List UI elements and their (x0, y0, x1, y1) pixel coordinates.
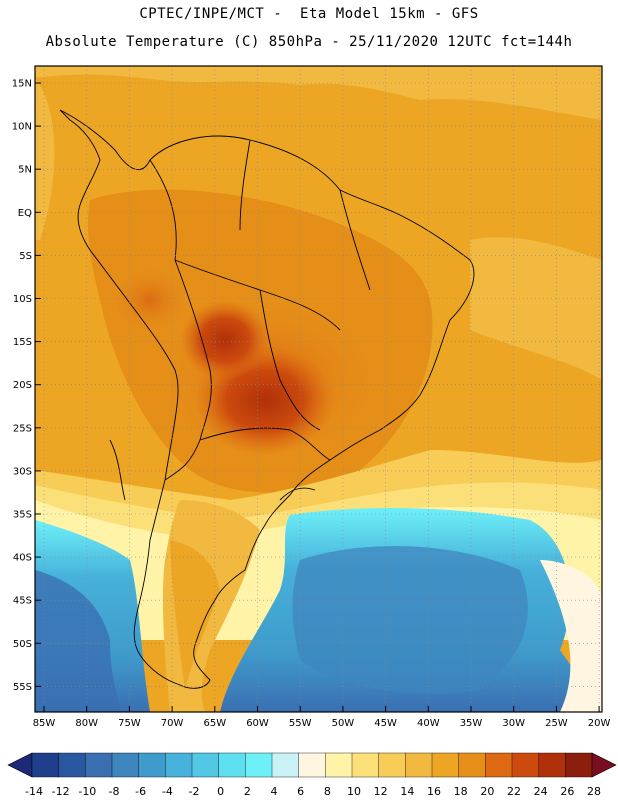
colorbar-swatch (298, 752, 326, 778)
colorbar-label: 0 (217, 785, 224, 798)
colorbar-label: 8 (324, 785, 331, 798)
colorbar-swatch (85, 752, 113, 778)
colorbar-label: -4 (162, 785, 173, 798)
lat-label: 55S (13, 682, 32, 693)
colorbar-swatch (511, 752, 540, 778)
colorbar-swatch (538, 752, 566, 778)
lon-label: 55W (289, 718, 312, 729)
lon-label: 35W (460, 718, 483, 729)
lon-label: 70W (161, 718, 184, 729)
graticule (35, 66, 602, 712)
colorbar-label: 18 (454, 785, 468, 798)
lon-label: 50W (332, 718, 355, 729)
colorbar-swatch (31, 752, 60, 778)
colorbar-swatch (325, 752, 353, 778)
colorbar-label: 14 (400, 785, 414, 798)
colorbar-swatch (485, 752, 513, 778)
colorbar-label: -14 (25, 785, 43, 798)
colorbar-label: -10 (78, 785, 96, 798)
lat-label: 5N (18, 165, 32, 176)
colorbar-label: 6 (297, 785, 304, 798)
lon-label: 25W (545, 718, 568, 729)
colorbar-swatch (271, 752, 300, 778)
lat-label: EQ (18, 208, 32, 219)
lat-label: 25S (13, 423, 32, 434)
lat-label: 10S (13, 294, 32, 305)
lon-label: 20W (588, 718, 611, 729)
colorbar-label: 20 (480, 785, 494, 798)
colorbar-swatch (431, 752, 460, 778)
colorbar-swatch (245, 752, 273, 778)
colorbar-label: 26 (560, 785, 574, 798)
lon-label: 75W (118, 718, 141, 729)
colorbar-swatch (351, 752, 380, 778)
colorbar-label: -2 (189, 785, 200, 798)
colorbar-label: 2 (244, 785, 251, 798)
colorbar-swatch (138, 752, 166, 778)
coastlines (59, 109, 475, 689)
colorbar-over-arrow (591, 752, 617, 778)
colorbar-swatch (405, 752, 433, 778)
colorbar-swatch (378, 752, 406, 778)
temperature-field (35, 66, 602, 712)
colorbar-label: 4 (271, 785, 278, 798)
lat-label: 30S (13, 466, 32, 477)
lat-label: 35S (13, 510, 32, 521)
colorbar-swatch (458, 752, 486, 778)
lon-label: 60W (246, 718, 269, 729)
colorbar-label: 12 (374, 785, 388, 798)
map-frame (34, 65, 603, 713)
lon-label: 65W (203, 718, 226, 729)
map-title-line-1: CPTEC/INPE/MCT - Eta Model 15km - GFS (139, 6, 479, 22)
map-title-line-2: Absolute Temperature (C) 850hPa - 25/11/… (45, 34, 573, 50)
lon-label: 40W (417, 718, 440, 729)
colorbar-label: 22 (507, 785, 521, 798)
lon-label: 30W (502, 718, 525, 729)
longitude-axis: 85W 80W 75W 70W 65W 60W 55W 50W 45W 40W 35W 30W 25W 2… (33, 706, 611, 729)
colorbar-swatch (565, 752, 593, 778)
colorbar-label: -12 (52, 785, 70, 798)
colorbar-under-arrow (7, 752, 33, 778)
colorbar-swatch (58, 752, 86, 778)
lat-label: 15N (12, 79, 32, 90)
colorbar-label: 10 (347, 785, 361, 798)
colorbar-swatch (111, 752, 140, 778)
latitude-axis: 15N 10N 5N EQ 5S 10S 15S 20S 25S 30S 35S 40S 45S 50S 5… (12, 79, 41, 693)
lat-label: 10N (12, 122, 32, 133)
lon-label: 80W (75, 718, 98, 729)
colorbar-label: 28 (587, 785, 601, 798)
colorbar-label: -6 (135, 785, 146, 798)
lat-label: 20S (13, 380, 32, 391)
lat-label: 40S (13, 553, 32, 564)
lat-label: 15S (13, 337, 32, 348)
colorbar: -14 -12 -10 -8 -6 -4 -2 0 2 4 6 8 10 12 14 16 18 20 22 24 26… (7, 752, 617, 798)
colorbar-label: 24 (534, 785, 548, 798)
lat-label: 5S (19, 251, 32, 262)
colorbar-swatch (165, 752, 193, 778)
colorbar-swatch (218, 752, 246, 778)
colorbar-label: 16 (427, 785, 441, 798)
lat-label: 50S (13, 639, 32, 650)
lat-label: 45S (13, 596, 32, 607)
colorbar-label: -8 (109, 785, 120, 798)
lon-label: 85W (33, 718, 56, 729)
colorbar-swatch (191, 752, 220, 778)
lon-label: 45W (374, 718, 397, 729)
